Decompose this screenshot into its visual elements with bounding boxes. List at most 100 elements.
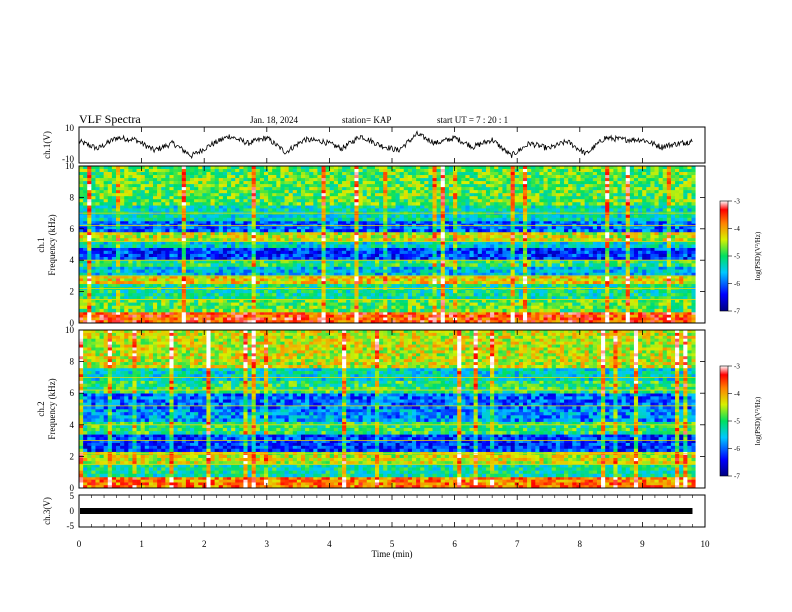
spectrogram-cell [247,263,252,267]
spectrogram-cell [136,231,141,236]
spectrogram-cell [572,266,577,270]
spectrogram-cell [321,272,326,277]
spectrogram-cell [522,241,528,245]
spectrogram-cell [658,305,664,310]
spectrogram-cell [198,308,203,313]
spectrogram-cell [498,235,503,239]
spectrogram-cell [510,275,516,279]
spectrogram-cell [370,317,376,321]
spectrogram-cell [531,244,536,248]
spectrogram-cell [490,238,495,242]
spectrogram-cell [296,269,302,274]
spectrogram-cell [494,244,499,248]
spectrogram-cell [111,220,117,224]
spectrogram-cell [124,229,129,233]
spectrogram-cell [457,260,462,264]
spectrogram-cell [522,312,528,316]
spectrogram-cell [161,226,166,230]
spectrogram-cell [613,260,618,264]
spectrogram-cell [551,293,557,297]
spectrogram-cell [140,305,146,310]
spectrogram-cell [481,231,487,236]
spectrogram-cell [165,253,170,258]
spectrogram-cell [584,290,590,294]
spectrogram-cell [691,293,696,297]
spectrogram-cell [95,290,100,294]
spectrogram-cell [642,235,647,239]
spectrogram-cell [625,266,631,270]
spectrogram-cell [391,281,396,285]
spectrogram-cell [239,275,244,279]
spectrogram-cell [214,229,220,233]
spectrogram-cell [189,281,195,285]
spectrogram-cell [198,290,203,294]
spectrogram-cell [576,283,581,288]
spectrogram-cell [420,278,425,282]
spectrogram-cell [457,250,462,255]
spectrogram-cell [675,317,680,321]
spectrogram-cell [428,305,433,310]
spectrogram-cell [79,260,84,264]
spectrogram-cell [551,269,557,274]
spectrogram-cell [654,269,659,274]
spectrogram-cell [453,290,458,294]
spectrogram-cell [658,253,664,258]
spectrogram-cell [679,275,684,279]
spectrogram-cell [173,220,178,224]
spectrogram-cell [132,296,137,300]
spectrogram-cell [148,275,154,279]
spectrogram-cell [613,317,618,321]
spectrogram-cell [317,317,322,321]
spectrogram-cell [424,244,429,248]
spectrogram-cell [642,266,647,270]
spectrogram-cell [288,299,294,303]
spectrogram-cell [531,220,536,224]
spectrogram-cell [157,283,162,288]
spectrogram-cell [99,247,104,252]
spectrogram-cell [243,220,248,224]
spectrogram-cell [613,296,618,300]
spectrogram-cell [613,250,618,255]
spectrogram-cell [617,278,622,282]
spectrogram-cell [596,312,602,316]
spectrogram-cell [366,305,372,310]
spectrogram-cell [79,317,84,321]
spectrogram-cell [103,263,109,267]
spectrogram-cell [276,223,281,227]
spectrogram-cell [403,314,409,318]
spectrogram-cell [128,247,133,252]
spectrogram-cell [370,253,376,258]
spectrogram-cell [411,235,417,239]
spectrogram-cell [325,278,331,282]
spectrogram-cell [428,250,433,255]
spectrogram-cell [202,302,207,307]
spectrogram-cell [387,296,392,300]
spectrogram-cell [305,266,310,270]
spectrogram-cell [666,281,672,285]
spectrogram-cell [498,263,503,267]
spectrogram-cell [391,231,396,236]
spectrogram-cell [128,272,133,277]
spectrogram-cell [572,281,577,285]
spectrogram-cell [185,229,191,233]
spectrogram-cell [83,241,88,245]
spectrogram-cell [136,241,141,245]
spectrogram-cell [625,223,631,227]
spectrogram-cell [555,250,561,255]
spectrogram-cell [531,312,536,316]
spectrogram-cell [559,299,565,303]
spectrogram-cell [502,314,507,318]
spectrogram-cell [551,272,557,277]
spectrogram-cell [477,275,483,279]
spectrogram-cell [387,247,392,252]
spectrogram-cell [588,223,594,227]
spectrogram-cell [280,320,285,324]
spectrogram-cell [646,231,651,236]
spectrogram-cell [177,275,183,279]
spectrogram-cell [395,238,400,242]
spectrogram-cell [584,302,590,307]
spectrogram-cell [531,278,536,282]
spectrogram-cell [152,260,158,264]
spectrogram-cell [601,220,606,224]
spectrogram-cell [292,247,298,252]
